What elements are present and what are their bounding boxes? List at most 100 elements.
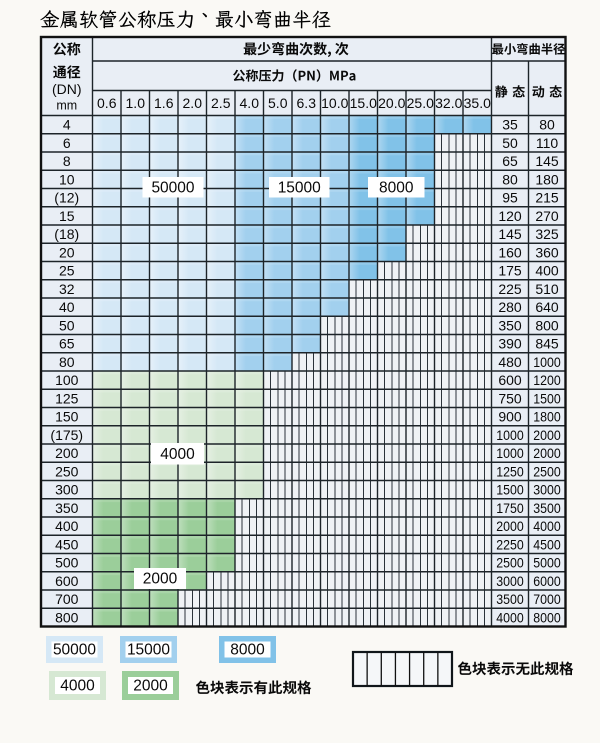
svg-text:5.0: 5.0	[268, 95, 288, 111]
svg-text:1000: 1000	[533, 354, 561, 370]
svg-text:15: 15	[59, 208, 75, 224]
svg-text:500: 500	[55, 555, 79, 571]
svg-text:2000: 2000	[533, 427, 561, 443]
svg-text:10: 10	[59, 171, 75, 187]
svg-text:50000: 50000	[151, 179, 194, 196]
svg-text:2000: 2000	[133, 678, 168, 695]
svg-text:145: 145	[535, 153, 559, 169]
svg-text:1000: 1000	[496, 445, 524, 461]
svg-text:350: 350	[498, 317, 522, 333]
svg-text:2000: 2000	[533, 445, 561, 461]
svg-text:800: 800	[535, 317, 559, 333]
svg-text:10.0: 10.0	[321, 95, 348, 111]
svg-text:0.6: 0.6	[97, 95, 117, 111]
svg-text:900: 900	[498, 409, 522, 425]
svg-text:80: 80	[59, 354, 75, 370]
svg-text:750: 750	[498, 390, 522, 406]
svg-text:1750: 1750	[496, 500, 524, 516]
svg-text:3500: 3500	[496, 591, 524, 607]
svg-text:5000: 5000	[533, 555, 561, 571]
svg-text:80: 80	[539, 117, 555, 133]
svg-text:640: 640	[535, 299, 559, 315]
svg-text:4000: 4000	[533, 518, 561, 534]
svg-text:280: 280	[498, 299, 522, 315]
svg-text:160: 160	[498, 244, 522, 260]
svg-text:250: 250	[55, 463, 79, 479]
svg-text:510: 510	[535, 281, 559, 297]
svg-text:150: 150	[55, 409, 79, 425]
svg-text:8000: 8000	[379, 179, 414, 196]
svg-text:(18): (18)	[54, 226, 79, 242]
svg-text:2.5: 2.5	[211, 95, 231, 111]
svg-text:6.3: 6.3	[297, 95, 317, 111]
svg-text:300: 300	[55, 482, 79, 498]
svg-text:15000: 15000	[127, 642, 170, 659]
svg-text:390: 390	[498, 336, 522, 352]
svg-text:25: 25	[59, 263, 75, 279]
svg-text:95: 95	[502, 190, 518, 206]
svg-text:7000: 7000	[533, 591, 561, 607]
svg-text:400: 400	[535, 263, 559, 279]
svg-text:120: 120	[498, 208, 522, 224]
svg-text:600: 600	[55, 573, 79, 589]
svg-text:180: 180	[535, 171, 559, 187]
svg-text:20: 20	[59, 244, 75, 260]
svg-text:50000: 50000	[53, 642, 96, 659]
svg-text:65: 65	[502, 153, 518, 169]
svg-text:845: 845	[535, 336, 559, 352]
svg-text:2250: 2250	[496, 536, 524, 552]
svg-text:600: 600	[498, 372, 522, 388]
svg-text:4500: 4500	[533, 536, 561, 552]
svg-text:3500: 3500	[533, 500, 561, 516]
svg-text:6: 6	[63, 135, 71, 151]
svg-text:35.0: 35.0	[464, 95, 491, 111]
svg-text:4000: 4000	[160, 446, 195, 463]
svg-text:15000: 15000	[278, 179, 321, 196]
svg-text:8000: 8000	[230, 642, 265, 659]
svg-text:800: 800	[55, 609, 79, 625]
svg-text:65: 65	[59, 336, 75, 352]
svg-text:(DN): (DN)	[52, 81, 82, 97]
svg-text:110: 110	[536, 135, 559, 151]
svg-text:360: 360	[535, 244, 559, 260]
svg-text:32.0: 32.0	[435, 95, 462, 111]
svg-text:450: 450	[55, 536, 79, 552]
svg-text:32: 32	[59, 281, 75, 297]
svg-text:25.0: 25.0	[407, 95, 434, 111]
svg-text:1.0: 1.0	[126, 95, 146, 111]
svg-text:1800: 1800	[533, 409, 561, 425]
svg-text:80: 80	[502, 171, 518, 187]
svg-text:8: 8	[63, 153, 71, 169]
svg-text:145: 145	[498, 226, 522, 242]
svg-text:2500: 2500	[533, 463, 561, 479]
svg-text:1500: 1500	[533, 390, 561, 406]
svg-text:4.0: 4.0	[240, 95, 260, 111]
svg-text:50: 50	[59, 317, 75, 333]
svg-text:480: 480	[498, 354, 522, 370]
svg-text:(12): (12)	[54, 190, 79, 206]
svg-text:2500: 2500	[496, 555, 524, 571]
svg-text:1250: 1250	[496, 463, 524, 479]
svg-text:4000: 4000	[60, 678, 95, 695]
svg-text:mm: mm	[56, 99, 77, 113]
svg-text:125: 125	[55, 390, 79, 406]
svg-text:100: 100	[55, 372, 79, 388]
svg-text:(175): (175)	[50, 427, 83, 443]
svg-text:2000: 2000	[496, 518, 524, 534]
svg-text:1.6: 1.6	[154, 95, 174, 111]
svg-text:8000: 8000	[533, 609, 561, 625]
svg-text:15.0: 15.0	[350, 95, 377, 111]
svg-text:1500: 1500	[496, 482, 524, 498]
svg-text:2000: 2000	[143, 571, 178, 588]
svg-text:270: 270	[535, 208, 559, 224]
svg-text:4: 4	[63, 117, 71, 133]
svg-text:4000: 4000	[496, 609, 524, 625]
svg-text:350: 350	[55, 500, 79, 516]
svg-text:325: 325	[535, 226, 559, 242]
svg-text:225: 225	[498, 281, 522, 297]
svg-text:6000: 6000	[533, 573, 561, 589]
svg-text:215: 215	[535, 190, 559, 206]
svg-text:2.0: 2.0	[183, 95, 203, 111]
svg-text:400: 400	[55, 518, 79, 534]
svg-text:200: 200	[55, 445, 79, 461]
